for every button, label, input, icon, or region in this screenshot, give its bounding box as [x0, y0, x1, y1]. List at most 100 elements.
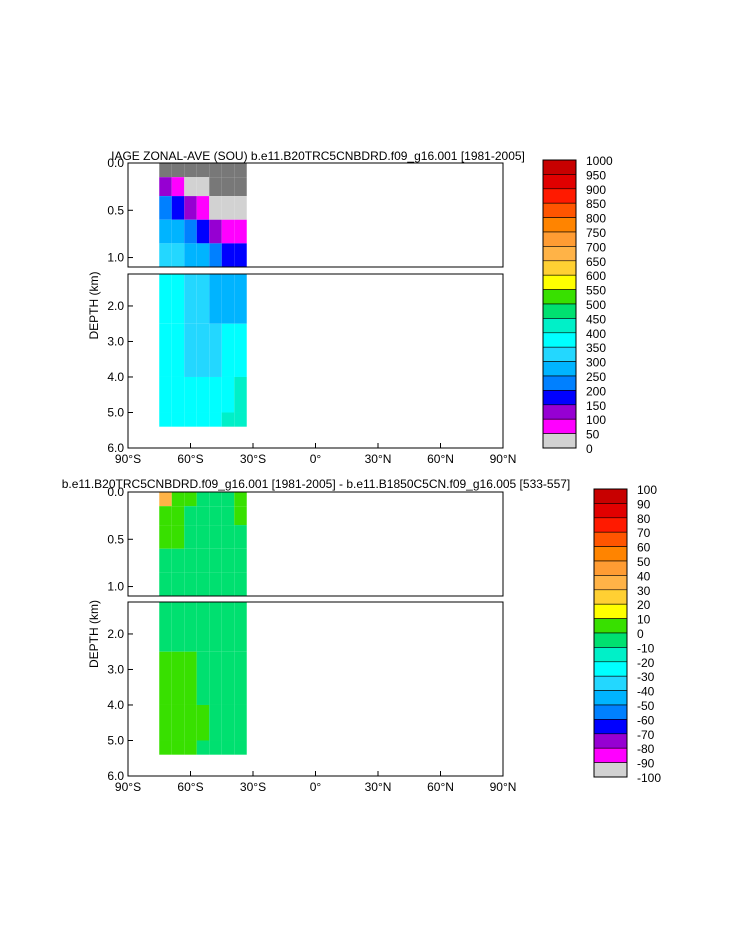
colorbar-label: 100	[637, 483, 657, 497]
chart-panel-2: b.e11.B20TRC5CNBDRD.f09_g16.001 [1981-20…	[62, 477, 662, 794]
y-tick-label: 2.0	[107, 299, 124, 313]
field-cell	[196, 651, 210, 705]
field-cell	[234, 548, 247, 573]
y-tick-label: 4.0	[107, 698, 124, 712]
x-tick-label: 0°	[310, 780, 322, 794]
x-tick-label: 90°N	[490, 780, 517, 794]
field-cell	[209, 740, 222, 755]
y-tick-label: 6.0	[107, 769, 124, 783]
field-cell	[171, 196, 185, 220]
field-cell	[171, 740, 185, 755]
y-tick-label: 0.0	[107, 156, 124, 170]
x-tick-label: 90°N	[490, 452, 517, 466]
field-cell	[159, 525, 172, 549]
field-cell	[159, 177, 172, 197]
chart-panel-1: IAGE ZONAL-AVE (SOU) b.e11.B20TRC5CNBDRD…	[87, 149, 613, 466]
colorbar-label: 60	[637, 541, 651, 555]
field-cell	[234, 219, 247, 244]
field-cell	[159, 412, 172, 427]
field-cell	[159, 506, 172, 526]
field-cell	[196, 525, 210, 549]
colorbar-swatch	[542, 260, 577, 276]
field-cell	[184, 323, 197, 377]
chart-title: IAGE ZONAL-AVE (SOU) b.e11.B20TRC5CNBDRD…	[111, 149, 525, 163]
field-cell	[221, 740, 235, 755]
colorbar-label: 500	[586, 298, 606, 312]
field-cell	[221, 548, 235, 573]
colorbar-label: -10	[637, 641, 655, 655]
x-tick-label: 60°N	[427, 452, 454, 466]
field-cell	[221, 196, 235, 220]
field-cell	[184, 572, 197, 596]
colorbar-label: 1000	[586, 154, 613, 168]
field-cell	[159, 740, 172, 755]
field-cell	[209, 492, 222, 507]
field-cell	[209, 163, 222, 178]
x-tick-label: 60°S	[177, 452, 203, 466]
field-cell	[196, 492, 210, 507]
field-cell	[171, 243, 185, 267]
field-cell	[221, 243, 235, 267]
field-cell	[234, 572, 247, 596]
field-cell	[209, 243, 222, 267]
colorbar-label: -20	[637, 656, 655, 670]
field-cell	[171, 651, 185, 705]
colorbar-swatch	[593, 747, 628, 763]
colorbar-swatch	[593, 647, 628, 663]
y-tick-label: 0.0	[107, 485, 124, 499]
field-cell	[196, 376, 210, 413]
field-cell	[184, 219, 197, 244]
field-cell	[221, 704, 235, 741]
colorbar-swatch	[593, 589, 628, 605]
colorbar-swatch	[542, 332, 577, 348]
colorbar-label: 250	[586, 370, 606, 384]
field-cell	[184, 196, 197, 220]
field-cell	[171, 163, 185, 178]
field-cell	[221, 525, 235, 549]
field-cell	[159, 602, 172, 652]
colorbar-swatch	[542, 418, 577, 434]
colorbar: 1000950900850800750700650600550500450400…	[542, 154, 613, 456]
colorbar-swatch	[542, 433, 577, 449]
colorbar-swatch	[593, 517, 628, 533]
x-tick-label: 30°S	[240, 452, 266, 466]
colorbar-swatch	[593, 690, 628, 706]
field-cell	[196, 602, 210, 652]
y-tick-label: 1.0	[107, 251, 124, 265]
colorbar-label: 150	[586, 399, 606, 413]
colorbar-swatch	[593, 632, 628, 648]
colorbar-label: 350	[586, 341, 606, 355]
y-tick-label: 5.0	[107, 733, 124, 747]
field-cell	[221, 219, 235, 244]
colorbar-swatch	[542, 289, 577, 305]
x-tick-label: 30°N	[365, 780, 392, 794]
field-cell	[184, 376, 197, 413]
colorbar-swatch	[542, 303, 577, 319]
field-cell	[159, 219, 172, 244]
colorbar-swatch	[542, 390, 577, 406]
field-cell	[196, 412, 210, 427]
colorbar-swatch	[542, 231, 577, 247]
field-cell	[171, 548, 185, 573]
field-cell	[221, 572, 235, 596]
y-tick-label: 3.0	[107, 334, 124, 348]
field-cell	[184, 412, 197, 427]
field-cell	[234, 323, 247, 377]
colorbar-swatch	[593, 733, 628, 749]
colorbar-label: 950	[586, 168, 606, 182]
field-cell	[196, 274, 210, 324]
colorbar-swatch	[542, 375, 577, 391]
field-cell	[196, 163, 210, 178]
x-tick-label: 30°N	[365, 452, 392, 466]
field-cell	[209, 219, 222, 244]
field-cell	[209, 196, 222, 220]
colorbar-label: 300	[586, 356, 606, 370]
colorbar-label: -30	[637, 670, 655, 684]
field-cells	[159, 163, 247, 427]
field-cell	[234, 525, 247, 549]
field-cell	[171, 572, 185, 596]
field-cell	[159, 323, 172, 377]
field-cell	[159, 492, 172, 507]
colorbar-label: -90	[637, 757, 655, 771]
field-cell	[196, 506, 210, 526]
